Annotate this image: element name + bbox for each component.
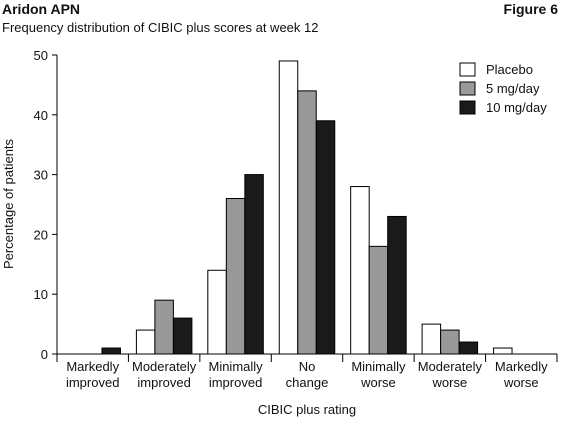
bar — [172, 317, 193, 355]
x-tick-label: improved — [137, 375, 190, 390]
y-axis-label: Percentage of patients — [1, 138, 16, 269]
legend-label: 5 mg/day — [486, 81, 540, 96]
x-axis-label: CIBIC plus rating — [258, 402, 356, 417]
bar — [101, 347, 121, 355]
legend-label: 10 mg/day — [486, 100, 547, 115]
legend-swatch — [459, 62, 476, 77]
bar — [387, 215, 407, 355]
x-tick-label: Markedly — [66, 359, 119, 374]
x-tick-label: improved — [66, 375, 119, 390]
x-tick-label: Minimally — [351, 359, 406, 374]
bar — [154, 299, 174, 355]
x-tick-label: Moderately — [418, 359, 483, 374]
bar — [350, 186, 370, 355]
x-tick-label: No — [299, 359, 316, 374]
legend-swatch — [459, 81, 476, 96]
bar — [315, 120, 336, 355]
bar — [135, 329, 156, 355]
legend-swatch — [459, 100, 476, 115]
bar — [458, 341, 479, 355]
y-tick-label: 10 — [34, 287, 48, 302]
x-tick-label: worse — [360, 375, 396, 390]
x-tick-label: Markedly — [495, 359, 548, 374]
bar — [207, 269, 227, 355]
y-tick-label: 40 — [34, 108, 48, 123]
bar — [493, 347, 513, 355]
figure-label: Figure 6 — [504, 1, 559, 17]
y-tick-label: 30 — [34, 168, 48, 183]
chart-title: Aridon APN — [2, 1, 80, 17]
x-tick-label: change — [286, 375, 329, 390]
y-tick-label: 20 — [34, 227, 48, 242]
bar — [421, 323, 442, 355]
bar — [225, 198, 246, 355]
legend-label: Placebo — [486, 62, 533, 77]
chart-subtitle: Frequency distribution of CIBIC plus sco… — [2, 20, 318, 35]
bar — [440, 329, 460, 355]
x-tick-label: improved — [209, 375, 262, 390]
bar — [244, 174, 264, 355]
x-tick-label: worse — [432, 375, 468, 390]
x-tick-label: Minimally — [208, 359, 263, 374]
y-tick-label: 0 — [41, 347, 48, 362]
bar — [368, 245, 389, 355]
x-tick-label: worse — [503, 375, 539, 390]
y-tick-label: 50 — [34, 48, 48, 63]
x-tick-label: Moderately — [132, 359, 197, 374]
bar — [278, 60, 299, 355]
bar — [297, 90, 317, 355]
